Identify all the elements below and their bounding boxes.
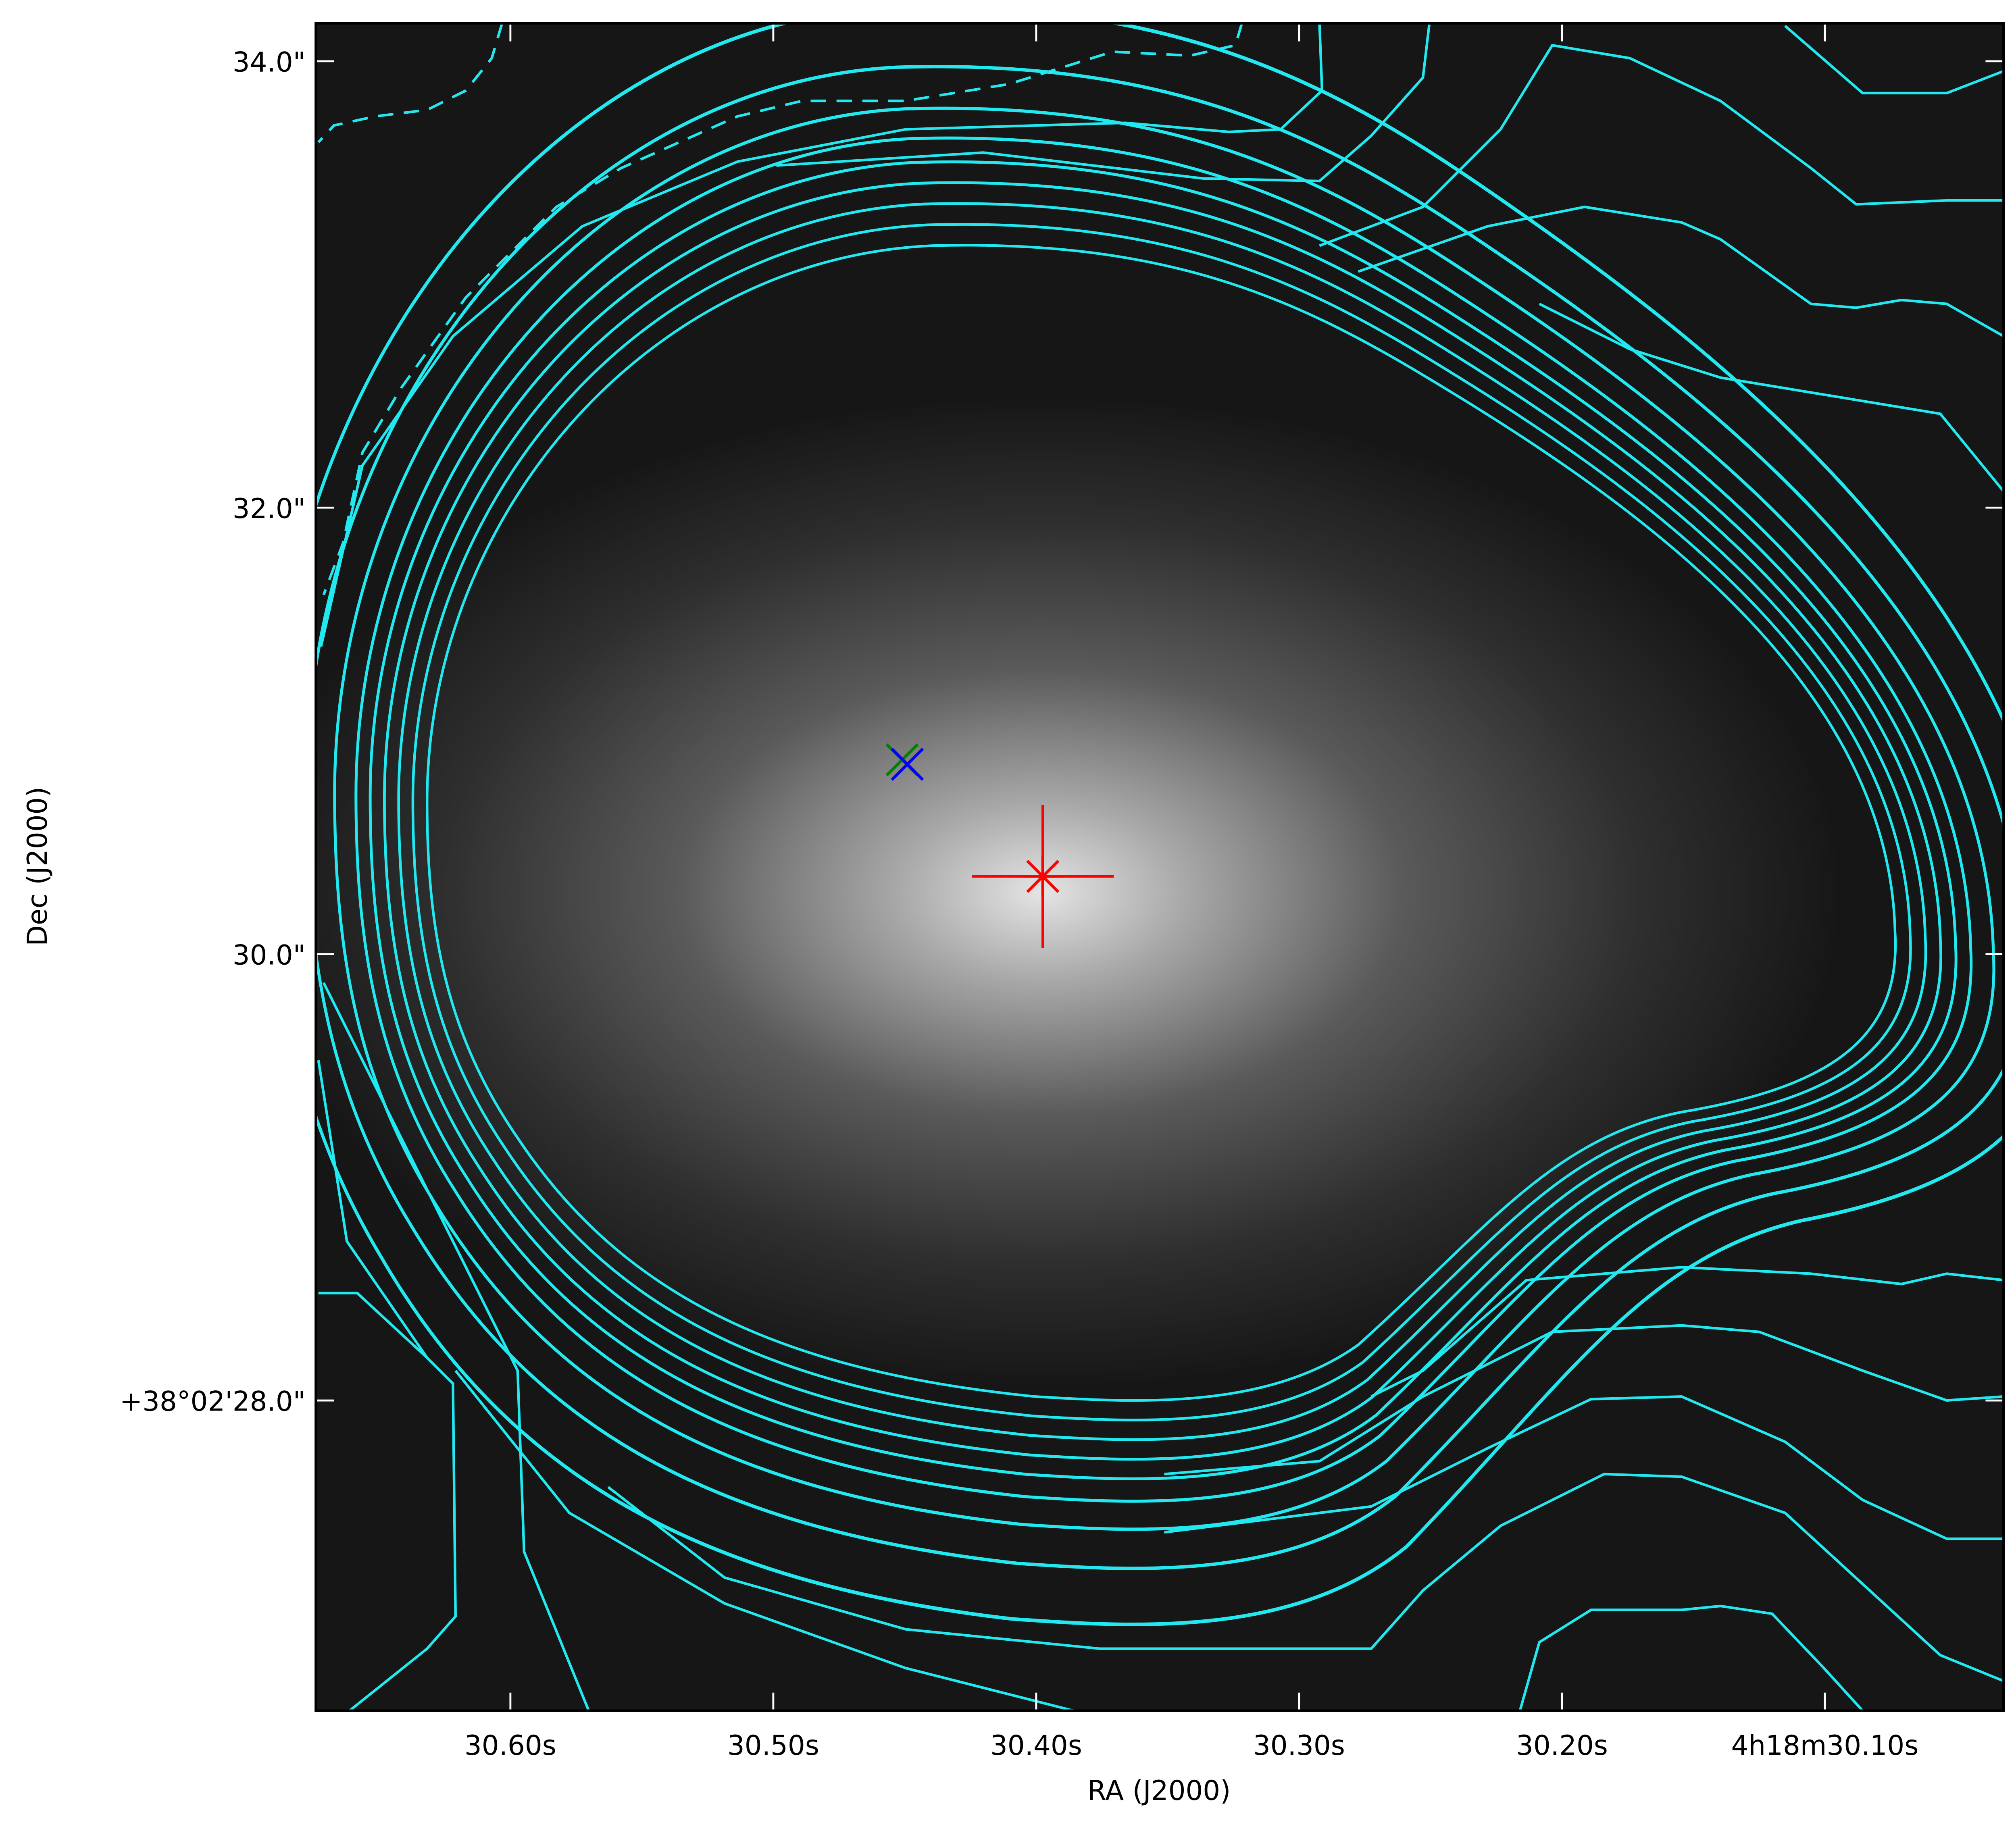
y-tick-label: 34.0" xyxy=(233,46,306,78)
contour xyxy=(776,23,1431,183)
contour xyxy=(1518,1604,1864,1711)
x-tick-label: 30.50s xyxy=(727,1729,819,1761)
contour-dashed xyxy=(317,23,504,144)
contour-dashed xyxy=(322,23,1243,595)
x-tick-label: 30.40s xyxy=(990,1729,1082,1761)
y-axis-label: Dec (J2000) xyxy=(21,786,53,946)
x-tick-label: 30.20s xyxy=(1516,1729,1608,1761)
x-tick-label: 30.30s xyxy=(1253,1729,1345,1761)
y-tick-label: +38°02'28.0" xyxy=(120,1386,306,1417)
x-axis-label: RA (J2000) xyxy=(1087,1775,1231,1806)
plot-frame xyxy=(314,22,2005,1712)
y-tick-label: 32.0" xyxy=(233,493,306,524)
contour xyxy=(1784,25,2004,95)
y-tick-label: 30.0" xyxy=(233,939,306,971)
marker xyxy=(1023,856,1063,897)
marker xyxy=(891,748,924,781)
contour xyxy=(318,1292,457,1711)
contour xyxy=(1319,44,2004,247)
image xyxy=(271,23,2004,1711)
x-tick-label: 4h18m30.10s xyxy=(1731,1729,1919,1761)
contour xyxy=(317,1060,428,1359)
contour xyxy=(320,23,1324,647)
contour xyxy=(607,1473,2004,1682)
contour xyxy=(454,1370,1074,1711)
contour xyxy=(1164,1324,2004,1475)
contour xyxy=(322,982,590,1711)
contour xyxy=(1164,1395,2004,1540)
contour xyxy=(1370,1266,2004,1398)
plot-layer: 30.60s 30.50s 30.40s 30.30s 30.20s 4h18m30.10… xyxy=(120,23,2004,1761)
contour xyxy=(1539,302,2004,492)
contour xyxy=(1358,205,2004,337)
x-tick-label: 30.60s xyxy=(464,1729,556,1761)
contours xyxy=(271,23,2004,1711)
